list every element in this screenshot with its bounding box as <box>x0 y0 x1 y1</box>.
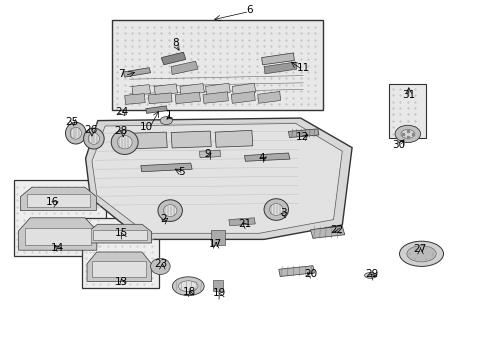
Ellipse shape <box>83 128 104 149</box>
Ellipse shape <box>264 199 288 220</box>
Polygon shape <box>20 187 96 211</box>
Text: 20: 20 <box>304 269 316 279</box>
Polygon shape <box>215 130 252 147</box>
Ellipse shape <box>269 204 283 215</box>
Polygon shape <box>264 62 296 74</box>
Ellipse shape <box>369 274 375 277</box>
Polygon shape <box>231 91 255 103</box>
Ellipse shape <box>70 127 81 139</box>
Polygon shape <box>180 84 204 95</box>
Ellipse shape <box>172 277 204 296</box>
Polygon shape <box>132 132 167 149</box>
Polygon shape <box>228 218 255 226</box>
Text: 11: 11 <box>296 63 309 73</box>
Ellipse shape <box>399 241 443 266</box>
Polygon shape <box>161 52 185 65</box>
Bar <box>82 218 159 288</box>
Polygon shape <box>232 83 255 95</box>
Bar <box>388 84 425 138</box>
Ellipse shape <box>65 122 86 144</box>
Text: 9: 9 <box>204 149 211 159</box>
Text: 28: 28 <box>114 126 128 136</box>
Ellipse shape <box>117 135 132 149</box>
Bar <box>26 194 90 207</box>
Polygon shape <box>199 150 220 158</box>
Polygon shape <box>261 53 294 65</box>
Polygon shape <box>171 61 198 75</box>
Text: 7: 7 <box>118 69 124 79</box>
Bar <box>112 20 322 110</box>
Polygon shape <box>124 94 145 104</box>
Text: 22: 22 <box>329 225 343 235</box>
Text: 16: 16 <box>46 197 60 207</box>
Text: 31: 31 <box>401 90 414 100</box>
Text: 2: 2 <box>160 214 167 224</box>
Text: 1: 1 <box>165 110 172 120</box>
Ellipse shape <box>394 125 420 143</box>
Ellipse shape <box>111 130 138 154</box>
Polygon shape <box>19 218 97 250</box>
Ellipse shape <box>150 258 170 274</box>
Bar <box>14 180 105 256</box>
Polygon shape <box>132 85 150 95</box>
Ellipse shape <box>364 273 376 278</box>
Bar <box>212 280 223 291</box>
Text: 29: 29 <box>364 269 378 279</box>
Text: 4: 4 <box>258 153 264 163</box>
Text: 5: 5 <box>178 167 185 177</box>
Polygon shape <box>171 131 211 148</box>
Ellipse shape <box>163 204 177 217</box>
Polygon shape <box>288 129 318 138</box>
Text: 18: 18 <box>183 287 196 297</box>
Text: 23: 23 <box>154 258 168 269</box>
Text: 21: 21 <box>237 219 251 229</box>
Text: 13: 13 <box>114 276 128 287</box>
Polygon shape <box>310 226 344 238</box>
Polygon shape <box>88 224 151 243</box>
Text: 12: 12 <box>295 132 308 142</box>
Text: 14: 14 <box>51 243 64 253</box>
Text: 10: 10 <box>140 122 153 132</box>
Polygon shape <box>205 83 230 95</box>
Polygon shape <box>92 123 342 233</box>
Ellipse shape <box>160 117 172 125</box>
Text: 8: 8 <box>172 38 179 48</box>
Ellipse shape <box>406 246 435 262</box>
Bar <box>93 230 146 240</box>
Polygon shape <box>148 93 172 104</box>
Bar <box>211 230 224 245</box>
Polygon shape <box>203 92 228 103</box>
Polygon shape <box>175 92 200 104</box>
Ellipse shape <box>158 200 182 221</box>
Polygon shape <box>145 106 167 113</box>
Polygon shape <box>278 266 314 276</box>
Polygon shape <box>123 68 150 77</box>
Text: 26: 26 <box>83 125 97 135</box>
Text: 25: 25 <box>65 117 79 127</box>
Text: 27: 27 <box>412 244 426 254</box>
Ellipse shape <box>178 281 198 292</box>
Polygon shape <box>154 84 177 95</box>
Text: 19: 19 <box>212 288 225 298</box>
Polygon shape <box>85 118 351 239</box>
Ellipse shape <box>400 130 414 139</box>
Bar <box>25 228 90 246</box>
Text: 3: 3 <box>280 208 286 218</box>
Polygon shape <box>244 153 289 161</box>
Polygon shape <box>87 252 151 282</box>
Ellipse shape <box>88 133 100 144</box>
Text: 17: 17 <box>208 239 222 249</box>
Polygon shape <box>257 91 280 103</box>
Text: 6: 6 <box>245 5 252 15</box>
Bar <box>92 261 146 277</box>
Polygon shape <box>141 163 192 172</box>
Text: 15: 15 <box>114 228 128 238</box>
Text: 30: 30 <box>391 140 404 150</box>
Text: 24: 24 <box>115 107 129 117</box>
